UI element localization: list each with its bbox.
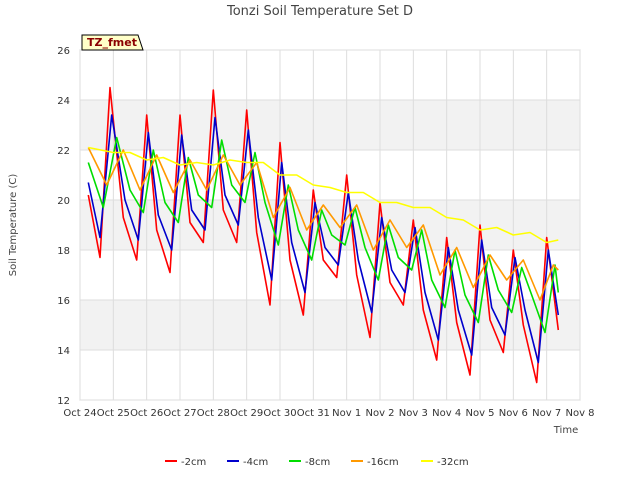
band bbox=[80, 100, 580, 150]
band bbox=[80, 200, 580, 250]
y-tick-label: 20 bbox=[57, 196, 70, 207]
y-tick-label: 22 bbox=[57, 146, 70, 157]
x-tick-label: Nov 1 bbox=[332, 408, 361, 419]
x-tick-label: Oct 29 bbox=[230, 408, 263, 419]
badge-label: TZ_fmet bbox=[87, 36, 137, 49]
x-tick-label: Nov 3 bbox=[399, 408, 428, 419]
x-axis-ticks: Oct 24 Oct 25 Oct 26 Oct 27 Oct 28 Oct 29 Oct … bbox=[63, 408, 594, 419]
x-tick-label: Oct 26 bbox=[130, 408, 163, 419]
background-bands bbox=[80, 100, 580, 350]
x-tick-label: Oct 31 bbox=[297, 408, 330, 419]
x-tick-label: Nov 2 bbox=[365, 408, 394, 419]
legend-label: -8cm bbox=[305, 457, 330, 468]
x-axis-label: Time bbox=[553, 425, 578, 436]
y-axis-label: Soil Temperature (C) bbox=[8, 174, 19, 277]
legend: -2cm -4cm -8cm -16cm -32cm bbox=[165, 457, 469, 468]
x-tick-label: Nov 6 bbox=[499, 408, 528, 419]
chart-title: Tonzi Soil Temperature Set D bbox=[226, 4, 413, 19]
series-line-8cm bbox=[87, 136, 560, 334]
series-line-16cm bbox=[87, 147, 559, 301]
y-tick-label: 12 bbox=[57, 396, 70, 407]
legend-label: -4cm bbox=[243, 457, 268, 468]
x-tick-label: Oct 28 bbox=[197, 408, 230, 419]
y-tick-label: 18 bbox=[57, 246, 70, 257]
y-tick-label: 16 bbox=[57, 296, 70, 307]
x-tick-label: Nov 8 bbox=[565, 408, 594, 419]
y-tick-label: 26 bbox=[57, 46, 70, 57]
x-tick-label: Oct 24 bbox=[63, 408, 96, 419]
y-axis-ticks: 12 14 16 18 20 22 24 26 bbox=[57, 46, 70, 407]
x-tick-label: Oct 30 bbox=[263, 408, 296, 419]
series-line-4cm bbox=[87, 114, 560, 364]
tz-fmet-badge: TZ_fmet bbox=[81, 34, 144, 51]
x-tick-label: Oct 27 bbox=[163, 408, 196, 419]
legend-label: -16cm bbox=[367, 457, 399, 468]
legend-label: -2cm bbox=[181, 457, 206, 468]
y-tick-label: 24 bbox=[57, 96, 70, 107]
x-tick-label: Nov 7 bbox=[532, 408, 561, 419]
x-tick-label: Nov 4 bbox=[432, 408, 461, 419]
band bbox=[80, 300, 580, 350]
series-lines bbox=[87, 86, 560, 384]
y-tick-label: 14 bbox=[57, 346, 70, 357]
series-line-32cm bbox=[88, 146, 559, 244]
x-tick-label: Oct 25 bbox=[97, 408, 130, 419]
legend-label: -32cm bbox=[437, 457, 469, 468]
series-line-2cm bbox=[87, 86, 560, 384]
x-tick-label: Nov 5 bbox=[465, 408, 494, 419]
